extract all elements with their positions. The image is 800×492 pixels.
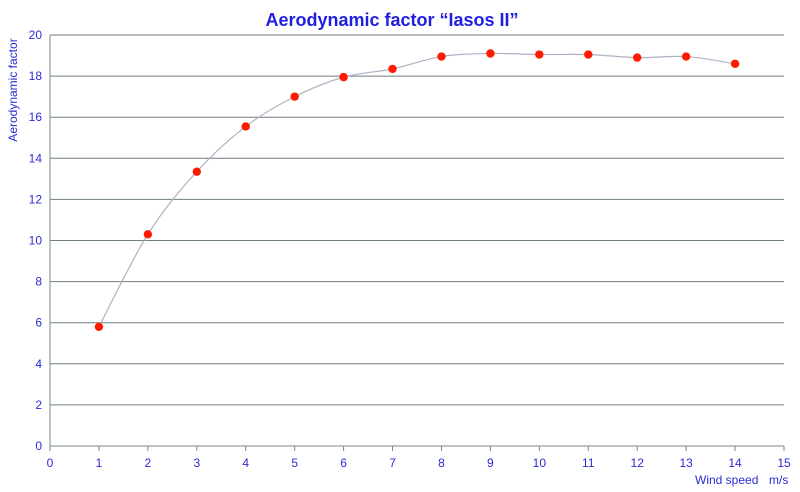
data-point bbox=[730, 59, 740, 68]
x-tick-label: 11 bbox=[582, 456, 595, 470]
y-tick-label: 8 bbox=[35, 275, 42, 289]
y-tick-label: 16 bbox=[29, 110, 43, 124]
data-point bbox=[94, 322, 104, 332]
data-points bbox=[94, 49, 740, 332]
y-tick-label: 0 bbox=[35, 439, 42, 453]
data-point bbox=[681, 52, 691, 61]
x-axis-label: Wind speed bbox=[695, 473, 758, 487]
x-tick-label: 0 bbox=[47, 456, 54, 470]
y-tick-label: 12 bbox=[29, 192, 43, 206]
grid-layer bbox=[50, 34, 784, 406]
x-tick-label: 7 bbox=[389, 456, 396, 470]
x-tick-label: 2 bbox=[145, 456, 152, 470]
x-tick-label: 9 bbox=[487, 456, 494, 470]
series-curve bbox=[98, 52, 736, 328]
data-point bbox=[290, 92, 299, 101]
y-tick-label: 20 bbox=[29, 28, 43, 42]
y-tick-label: 18 bbox=[29, 69, 43, 83]
data-point bbox=[535, 50, 544, 59]
data-point bbox=[388, 64, 397, 74]
y-tick-labels: 0 2 4 6 8 10 12 14 16 18 20 bbox=[29, 28, 43, 453]
x-tick-label: 13 bbox=[679, 456, 693, 470]
data-point bbox=[143, 230, 153, 239]
x-tick-label: 10 bbox=[533, 456, 547, 470]
x-tick-label: 14 bbox=[728, 456, 742, 470]
y-tick-label: 6 bbox=[35, 316, 42, 330]
x-tick-label: 1 bbox=[96, 456, 103, 470]
data-point bbox=[584, 50, 593, 59]
data-point bbox=[241, 122, 250, 131]
data-point bbox=[486, 49, 495, 58]
x-tick-label: 3 bbox=[193, 456, 200, 470]
x-axis-unit: m/s bbox=[769, 473, 788, 487]
x-tick-label: 15 bbox=[777, 456, 791, 470]
x-tick-label: 5 bbox=[291, 456, 298, 470]
y-tick-label: 4 bbox=[35, 357, 42, 371]
chart-title: Aerodynamic factor “Iasos II” bbox=[265, 10, 518, 30]
x-tick-labels: 0 1 2 3 4 5 6 7 8 9 10 11 12 13 14 15 bbox=[47, 456, 791, 470]
axis-layer bbox=[49, 35, 785, 451]
y-axis-label: Aerodynamic factor bbox=[6, 38, 20, 141]
x-tick-label: 4 bbox=[242, 456, 249, 470]
y-tick-label: 10 bbox=[29, 234, 43, 248]
data-point bbox=[437, 52, 446, 61]
x-tick-label: 12 bbox=[631, 456, 645, 470]
x-tick-label: 6 bbox=[340, 456, 347, 470]
x-tick-label: 8 bbox=[438, 456, 445, 470]
data-point bbox=[192, 167, 201, 176]
y-tick-label: 2 bbox=[35, 398, 42, 412]
y-tick-label: 14 bbox=[29, 151, 43, 165]
data-point bbox=[339, 72, 348, 82]
data-point bbox=[633, 53, 642, 62]
